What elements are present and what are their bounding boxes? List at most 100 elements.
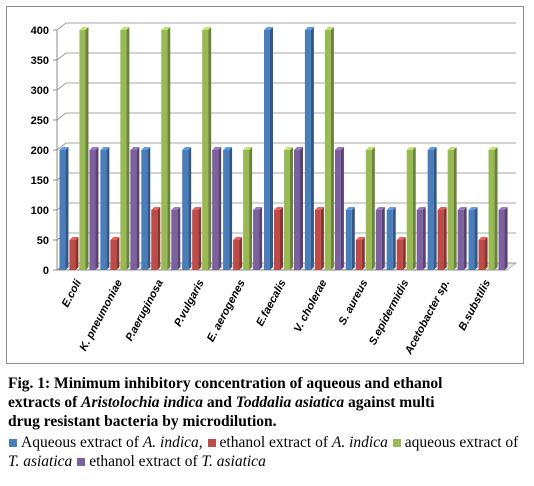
bar-top — [324, 27, 334, 30]
bar — [264, 30, 270, 270]
bar — [69, 240, 76, 270]
bar-side — [330, 27, 334, 270]
legend-italic: T. asiatica — [8, 453, 73, 470]
bar — [192, 210, 199, 270]
bar-top — [141, 147, 151, 150]
y-tick-label: 0 — [43, 265, 49, 277]
bar-top — [243, 147, 253, 150]
bar-side — [422, 207, 426, 270]
bar — [406, 150, 413, 270]
bar — [233, 240, 240, 270]
bar-top — [192, 207, 202, 210]
bar — [120, 30, 127, 270]
bar-side — [474, 207, 478, 270]
bar-side — [320, 207, 324, 270]
figure-caption: Fig. 1: Minimum inhibitory concentration… — [8, 374, 528, 431]
bar-top — [345, 207, 355, 210]
bar — [284, 150, 290, 270]
caption-line1: Fig. 1: Minimum inhibitory concentration… — [8, 375, 443, 392]
bar — [355, 240, 362, 270]
x-tick-label: E.coli — [60, 277, 85, 309]
bar-top — [120, 27, 130, 30]
bar — [396, 240, 403, 270]
bar-top — [406, 147, 416, 150]
bar — [130, 150, 137, 270]
bar-side — [340, 147, 344, 270]
y-tick-label: 350 — [31, 55, 49, 67]
bar-side — [65, 147, 69, 270]
gridline — [56, 52, 516, 61]
bar — [59, 150, 66, 270]
bar-top — [478, 237, 488, 240]
bar-top — [488, 147, 498, 150]
x-tick-label: E.faecalis — [254, 278, 288, 328]
bar-side — [167, 27, 171, 270]
bar — [468, 210, 475, 270]
gridline — [56, 22, 516, 31]
bar — [386, 210, 393, 270]
bar — [314, 210, 321, 270]
bar-top — [79, 27, 89, 30]
bar-side — [229, 147, 233, 270]
caption-line3: drug resistant bacteria by microdilution… — [8, 413, 277, 430]
bar — [457, 210, 464, 270]
bar — [253, 210, 260, 270]
bar-side — [126, 27, 130, 270]
chart-legend: Aqueous extract of A. indica, ethanol ex… — [8, 433, 528, 471]
bar-side — [453, 147, 457, 270]
bar-side — [157, 207, 161, 270]
bar-side — [147, 147, 151, 270]
bar-side — [177, 207, 181, 270]
bar-side — [402, 237, 406, 270]
bar — [79, 30, 86, 270]
bar-top — [375, 207, 385, 210]
bar-side — [290, 147, 293, 270]
bar — [365, 150, 372, 270]
bar-side — [494, 147, 498, 270]
caption-line2-end: against multi — [344, 394, 435, 411]
legend-swatch — [9, 438, 17, 447]
bar-top — [314, 207, 324, 210]
bar-top — [468, 207, 478, 210]
bar-top — [69, 237, 79, 240]
x-tick-label: S.epidermidis — [367, 278, 411, 347]
bar-top — [334, 147, 344, 150]
bar — [416, 210, 423, 270]
bar-side — [361, 237, 365, 270]
bar — [212, 150, 219, 270]
legend-swatch — [392, 438, 401, 447]
legend-italic: T. asiatica — [201, 453, 266, 470]
bar-top — [161, 27, 171, 30]
bar-top — [386, 207, 396, 210]
y-tick-label: 200 — [31, 145, 49, 157]
y-tick-label: 300 — [31, 85, 49, 97]
bar-top — [212, 147, 222, 150]
bar-side — [443, 207, 447, 270]
bar — [223, 150, 230, 270]
legend-prefix: Aqueous extract of — [21, 434, 143, 451]
caption-line2-mid: and — [203, 394, 236, 411]
legend-prefix: ethanol extract of — [219, 434, 332, 451]
x-tick-label: Acetobacter sp. — [402, 278, 452, 357]
bar-top — [284, 147, 293, 150]
bar-side — [116, 237, 120, 270]
y-tick-label: 100 — [31, 205, 49, 217]
bar — [274, 210, 280, 270]
bar-side — [85, 27, 89, 270]
gridline — [56, 112, 516, 121]
bar-top — [365, 147, 375, 150]
x-tick-label: S. aureus — [337, 278, 371, 327]
x-tick-label: K. pneumoniae — [77, 278, 125, 353]
legend-prefix: ethanol extract of — [89, 453, 202, 470]
bar-top — [294, 147, 303, 150]
bar — [161, 30, 168, 270]
bar — [202, 30, 209, 270]
x-tick-label: E. aerogenes — [205, 278, 248, 344]
bar — [100, 150, 107, 270]
bar-top — [437, 207, 447, 210]
bar — [437, 210, 444, 270]
bar — [304, 30, 311, 270]
gridline — [56, 142, 516, 151]
bar-side — [310, 27, 314, 270]
